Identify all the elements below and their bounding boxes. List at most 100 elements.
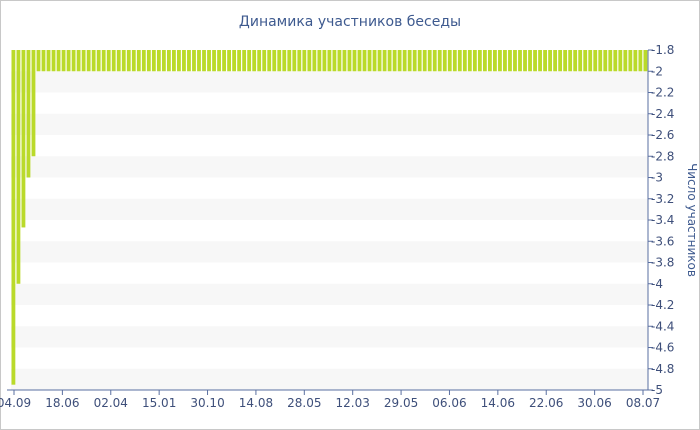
bar (508, 50, 512, 72)
bar (292, 50, 297, 72)
y-tick-label: -4.2 (651, 298, 674, 312)
bar (91, 50, 96, 72)
bar (116, 50, 121, 72)
y-axis-ticks: -1.8 -2 -2.2 -2.4 -2.6 -2.8 -3 -3.2 -3.4 -3.6 -3.8… (648, 43, 674, 397)
bar (432, 50, 437, 72)
bar (121, 50, 126, 72)
y-tick-label: -2.4 (651, 107, 674, 121)
bar (377, 50, 382, 72)
bar (472, 50, 477, 72)
bar (172, 50, 176, 72)
bar (598, 50, 603, 72)
bar (387, 50, 392, 72)
bar (613, 50, 618, 72)
grid-band (11, 368, 648, 390)
bar (548, 50, 553, 72)
bar (407, 50, 412, 72)
bar (131, 50, 136, 72)
bar (212, 50, 216, 72)
grid-band (11, 241, 648, 263)
y-tick-label: -4.4 (651, 319, 674, 333)
bar (41, 50, 46, 72)
y-axis-label: Число участников (685, 163, 699, 277)
y-tick-label: -2 (651, 64, 663, 78)
bar (538, 50, 542, 72)
x-tick-label: 15.01 (142, 396, 176, 410)
bar (252, 50, 257, 72)
bar (578, 50, 583, 72)
bar (563, 50, 568, 72)
bar (46, 50, 51, 72)
bar (151, 50, 156, 72)
bar (187, 50, 191, 72)
bar (272, 50, 277, 72)
chart-title: Динамика участников беседы (238, 14, 462, 30)
bar (427, 50, 432, 72)
bar (307, 50, 312, 72)
bar (156, 50, 161, 72)
x-tick-label: 14.06 (481, 396, 515, 410)
bar (71, 50, 76, 72)
x-tick-label: 08.07 (626, 396, 660, 410)
bar (31, 50, 36, 157)
bar (633, 50, 638, 72)
x-tick-label: 12.03 (336, 396, 370, 410)
bar (362, 50, 367, 72)
bar (503, 50, 507, 72)
bar (297, 50, 302, 72)
bar (302, 50, 307, 72)
bar (51, 50, 56, 72)
bar (392, 50, 397, 72)
bar (277, 50, 282, 72)
grid-band (11, 283, 648, 305)
bar (257, 50, 262, 72)
bar (21, 50, 26, 228)
y-tick-label: -2.8 (651, 149, 674, 163)
grid-band (11, 113, 648, 135)
bar (523, 50, 527, 72)
bar (26, 50, 31, 178)
bar (166, 50, 171, 72)
bar (237, 50, 242, 72)
bar (342, 50, 347, 72)
bar (312, 50, 317, 72)
bar (207, 50, 211, 72)
bar (593, 50, 598, 72)
bar (588, 50, 593, 72)
bar (513, 50, 517, 72)
bar (81, 50, 86, 72)
bar (141, 50, 146, 72)
bar (583, 50, 588, 72)
y-tick-label: -3 (651, 171, 663, 185)
bar (86, 50, 91, 72)
bar (482, 50, 487, 72)
bar (262, 50, 267, 72)
bar (367, 50, 372, 72)
y-tick-label: -3.6 (651, 234, 674, 248)
bar (372, 50, 377, 72)
bar (553, 50, 558, 72)
bar (267, 50, 272, 72)
bar (161, 50, 166, 72)
bar-series (11, 50, 648, 385)
bar (442, 50, 447, 72)
bar (101, 50, 106, 72)
bar (287, 50, 292, 72)
grid-band (11, 326, 648, 348)
bar (623, 50, 628, 72)
bar (528, 50, 532, 72)
bar (638, 50, 643, 72)
x-tick-label: 28.05 (287, 396, 321, 410)
bar (382, 50, 387, 72)
x-tick-label: 06.06 (432, 396, 466, 410)
y-tick-label: -2.2 (651, 86, 674, 100)
y-tick-label: -4.8 (651, 362, 674, 376)
x-tick-label: 30.06 (577, 396, 611, 410)
y-tick-label: -4 (651, 277, 663, 291)
bar (452, 50, 457, 72)
y-tick-label: -3.8 (651, 256, 674, 270)
x-tick-label: 04.09 (0, 396, 31, 410)
bar (106, 50, 111, 72)
bar (202, 50, 206, 72)
